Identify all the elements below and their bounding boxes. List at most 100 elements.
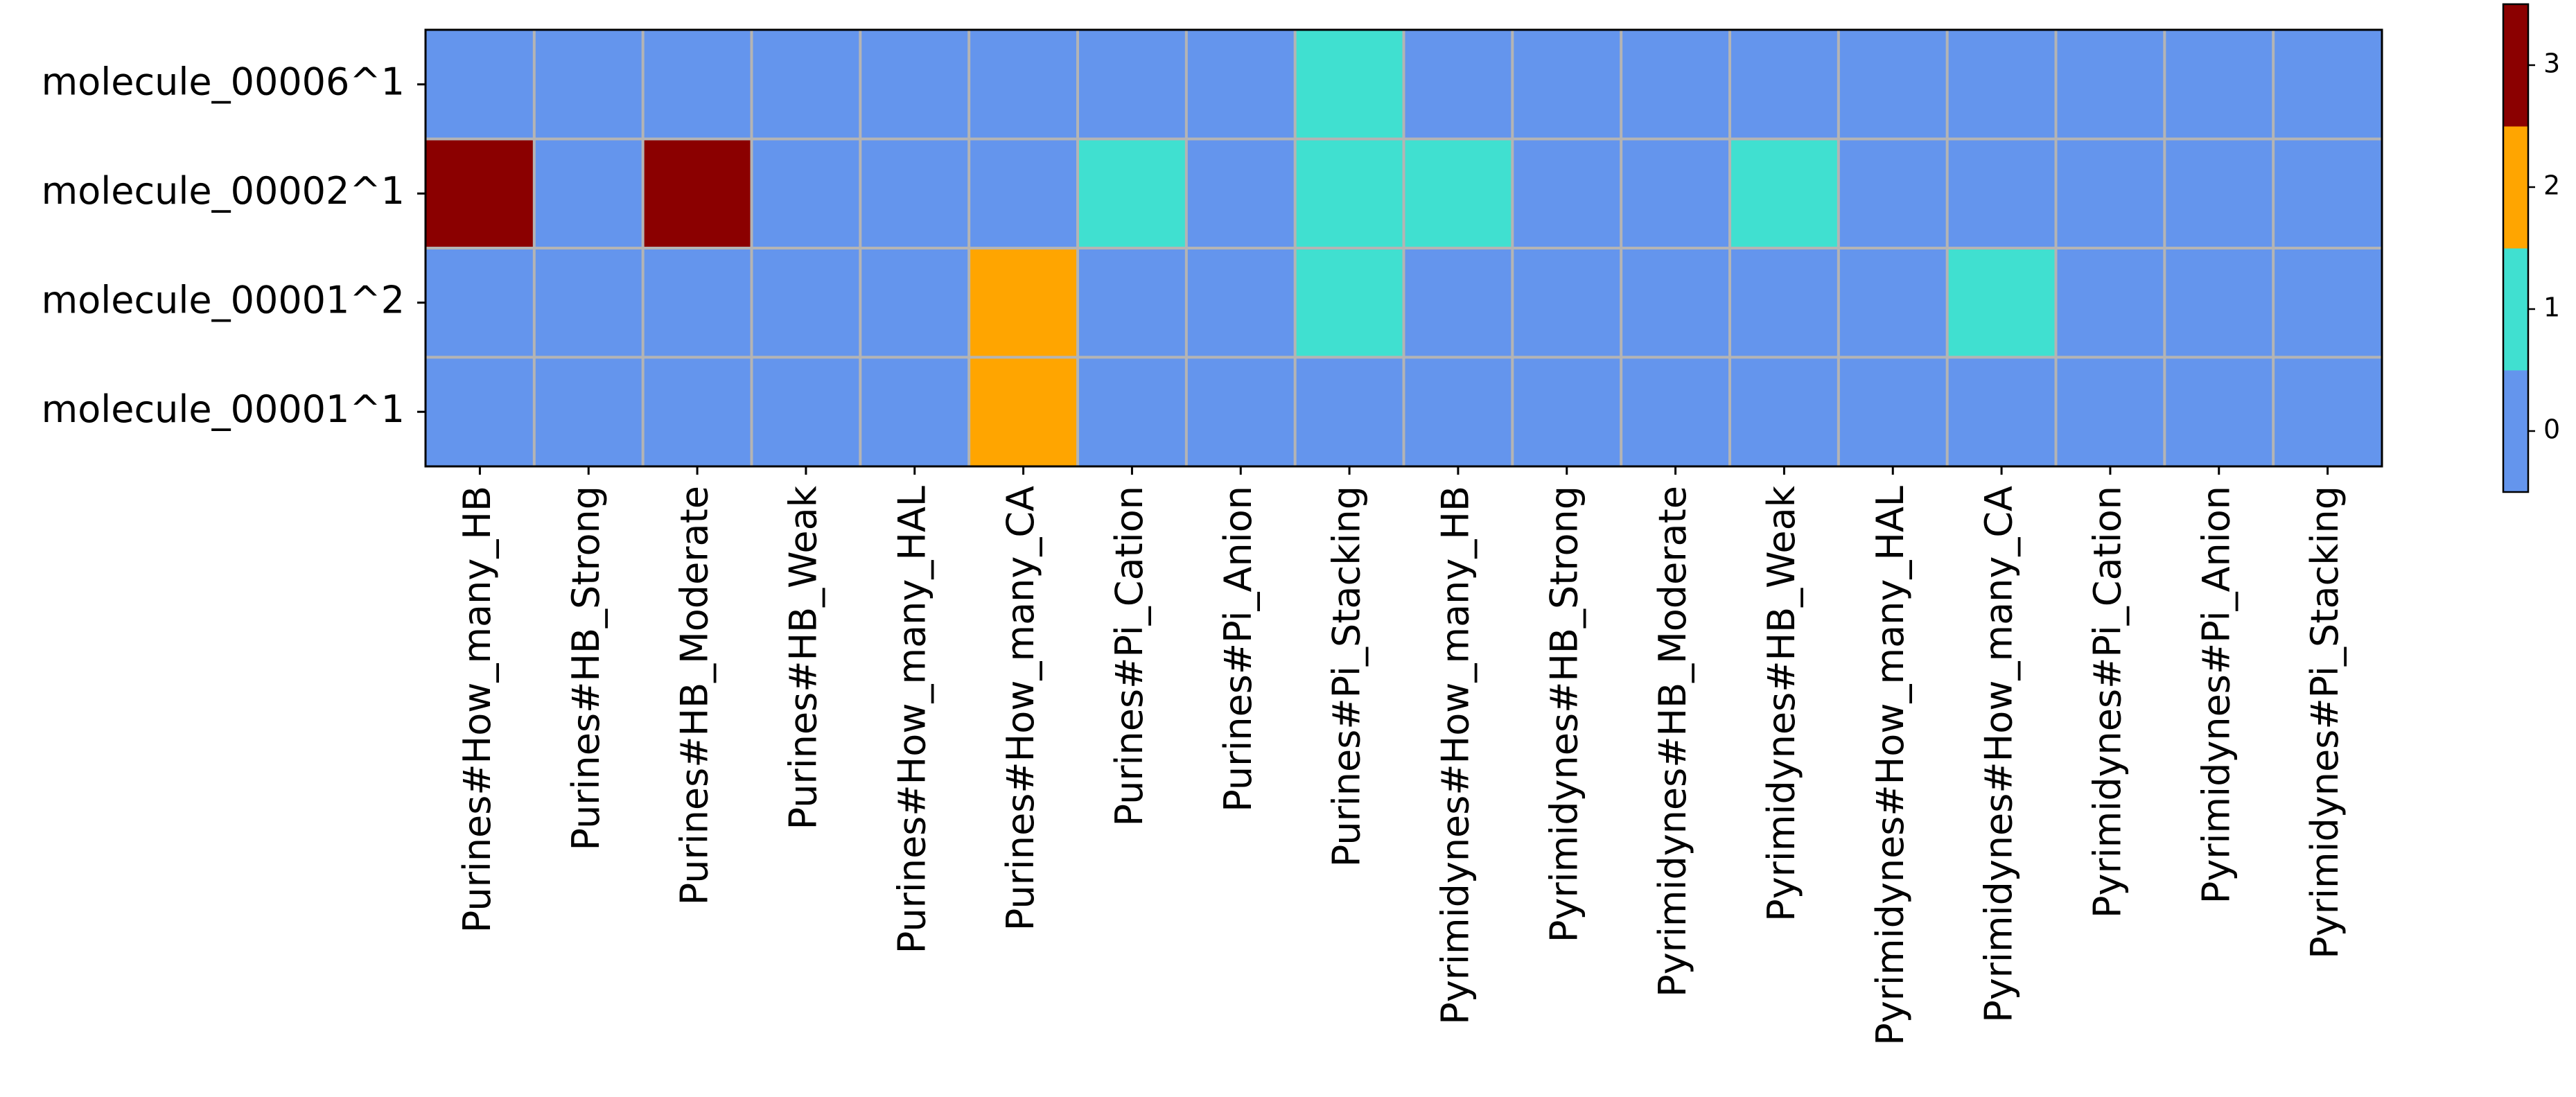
colorbar-segment bbox=[2503, 4, 2528, 127]
heatmap-cell bbox=[1947, 139, 2056, 249]
x-axis-ticks: Purines#How_many_HB Purines#HB_Strong Puri… bbox=[455, 466, 2347, 1046]
heatmap-cell bbox=[1186, 30, 1296, 139]
plot-frame bbox=[424, 28, 2383, 468]
heatmap-gridlines bbox=[426, 30, 2382, 466]
heatmap-cell bbox=[969, 139, 1078, 249]
x-tick-label: Purines#How_many_CA bbox=[999, 486, 1042, 931]
y-tick-label: molecule_00001^1 bbox=[42, 387, 405, 431]
heatmap-cell bbox=[642, 139, 752, 249]
heatmap-cell bbox=[1403, 248, 1513, 358]
heatmap-cell bbox=[1838, 248, 1948, 358]
heatmap-cell bbox=[2273, 139, 2383, 249]
heatmap-cell bbox=[1186, 139, 1296, 249]
heatmap-cell bbox=[2164, 30, 2274, 139]
heatmap-cell bbox=[1730, 248, 1839, 358]
heatmap-cell bbox=[1078, 30, 1187, 139]
heatmap-cell bbox=[1621, 30, 1731, 139]
heatmap-cell bbox=[969, 357, 1078, 467]
heatmap-cell bbox=[1730, 357, 1839, 467]
heatmap-cell bbox=[642, 30, 752, 139]
x-tick-label: Pyrimidynes#How_many_CA bbox=[1977, 486, 2021, 1023]
heatmap-cell bbox=[2273, 357, 2383, 467]
x-tick-label: Pyrimidynes#HB_Strong bbox=[1542, 486, 1586, 942]
heatmap-cell bbox=[1295, 30, 1404, 139]
heatmap-cell bbox=[1838, 30, 1948, 139]
heatmap-cell bbox=[1512, 357, 1622, 467]
x-tick-label: Purines#HB_Weak bbox=[782, 485, 825, 830]
x-tick-label: Pyrimidynes#Pi_Stacking bbox=[2303, 486, 2347, 959]
heatmap-cell bbox=[969, 248, 1078, 358]
heatmap-cell bbox=[1730, 139, 1839, 249]
x-tick-label: Purines#Pi_Anion bbox=[1216, 486, 1260, 812]
x-tick-label: Purines#How_many_HAL bbox=[890, 486, 934, 954]
heatmap-cell bbox=[2056, 30, 2165, 139]
colorbar-tick-label: 2 bbox=[2543, 170, 2560, 201]
heatmap-cell bbox=[1730, 30, 1839, 139]
colorbar-segment bbox=[2503, 370, 2528, 493]
colorbar-frame bbox=[2502, 3, 2530, 493]
heatmap-cell bbox=[1512, 139, 1622, 249]
heatmap-cell bbox=[2056, 357, 2165, 467]
colorbar-segment bbox=[2503, 126, 2528, 249]
heatmap-cell bbox=[860, 139, 970, 249]
y-tick-label: molecule_00002^1 bbox=[42, 169, 405, 213]
colorbar-segment bbox=[2503, 248, 2528, 371]
heatmap-cell bbox=[1186, 357, 1296, 467]
x-tick-label: Pyrimidynes#How_many_HB bbox=[1434, 486, 1478, 1025]
colorbar: 0 1 2 3 bbox=[2502, 3, 2560, 493]
heatmap-cell bbox=[534, 139, 644, 249]
heatmap-cells bbox=[426, 30, 2383, 467]
colorbar-tick-label: 1 bbox=[2543, 292, 2560, 323]
heatmap-cell bbox=[1512, 30, 1622, 139]
heatmap-cell bbox=[2164, 357, 2274, 467]
x-tick-label: Pyrimidynes#HB_Weak bbox=[1760, 485, 1803, 922]
heatmap-cell bbox=[1403, 139, 1513, 249]
heatmap-cell bbox=[860, 30, 970, 139]
heatmap-cell bbox=[426, 139, 535, 249]
heatmap-cell bbox=[1078, 357, 1187, 467]
heatmap-cell bbox=[2056, 248, 2165, 358]
heatmap-cell bbox=[2273, 30, 2383, 139]
y-axis-ticks: molecule_00006^1 molecule_00002^1 molecule… bbox=[42, 60, 426, 431]
heatmap-cell bbox=[860, 248, 970, 358]
heatmap-cell bbox=[2164, 248, 2274, 358]
heatmap-cell bbox=[1947, 248, 2056, 358]
heatmap-cell bbox=[1621, 139, 1731, 249]
x-tick-label: Pyrimidynes#HB_Moderate bbox=[1651, 486, 1694, 997]
heatmap-cell bbox=[2164, 139, 2274, 249]
heatmap-cell bbox=[2056, 139, 2165, 249]
heatmap-cell bbox=[1838, 139, 1948, 249]
x-tick-label: Purines#How_many_HB bbox=[455, 486, 499, 933]
x-tick-label: Pyrimidynes#How_many_HAL bbox=[1868, 486, 1912, 1046]
heatmap-cell bbox=[1078, 139, 1187, 249]
heatmap-cell bbox=[426, 30, 535, 139]
heatmap-cell bbox=[426, 357, 535, 467]
heatmap-cell bbox=[534, 248, 644, 358]
heatmap-cell bbox=[1947, 30, 2056, 139]
heatmap-cell bbox=[1947, 357, 2056, 467]
heatmap-cell bbox=[751, 30, 861, 139]
heatmap-cell bbox=[751, 357, 861, 467]
heatmap-cell bbox=[1186, 248, 1296, 358]
heatmap-cell bbox=[2273, 248, 2383, 358]
heatmap-cell bbox=[1295, 357, 1404, 467]
heatmap-cell bbox=[1621, 357, 1731, 467]
heatmap-cell bbox=[1403, 357, 1513, 467]
heatmap-cell bbox=[1403, 30, 1513, 139]
heatmap-cell bbox=[1295, 248, 1404, 358]
heatmap-cell bbox=[534, 357, 644, 467]
heatmap-cell bbox=[1295, 139, 1404, 249]
y-tick-label: molecule_00006^1 bbox=[42, 60, 405, 103]
heatmap-cell bbox=[642, 357, 752, 467]
x-tick-label: Purines#HB_Strong bbox=[564, 486, 608, 851]
heatmap-cell bbox=[751, 248, 861, 358]
heatmap-cell bbox=[860, 357, 970, 467]
colorbar-tick-label: 3 bbox=[2543, 49, 2560, 79]
heatmap-cell bbox=[1078, 248, 1187, 358]
x-tick-label: Purines#Pi_Stacking bbox=[1325, 486, 1369, 867]
colorbar-tick-label: 0 bbox=[2543, 414, 2560, 445]
heatmap-cell bbox=[751, 139, 861, 249]
x-tick-label: Pyrimidynes#Pi_Anion bbox=[2194, 486, 2238, 904]
heatmap-cell bbox=[969, 30, 1078, 139]
